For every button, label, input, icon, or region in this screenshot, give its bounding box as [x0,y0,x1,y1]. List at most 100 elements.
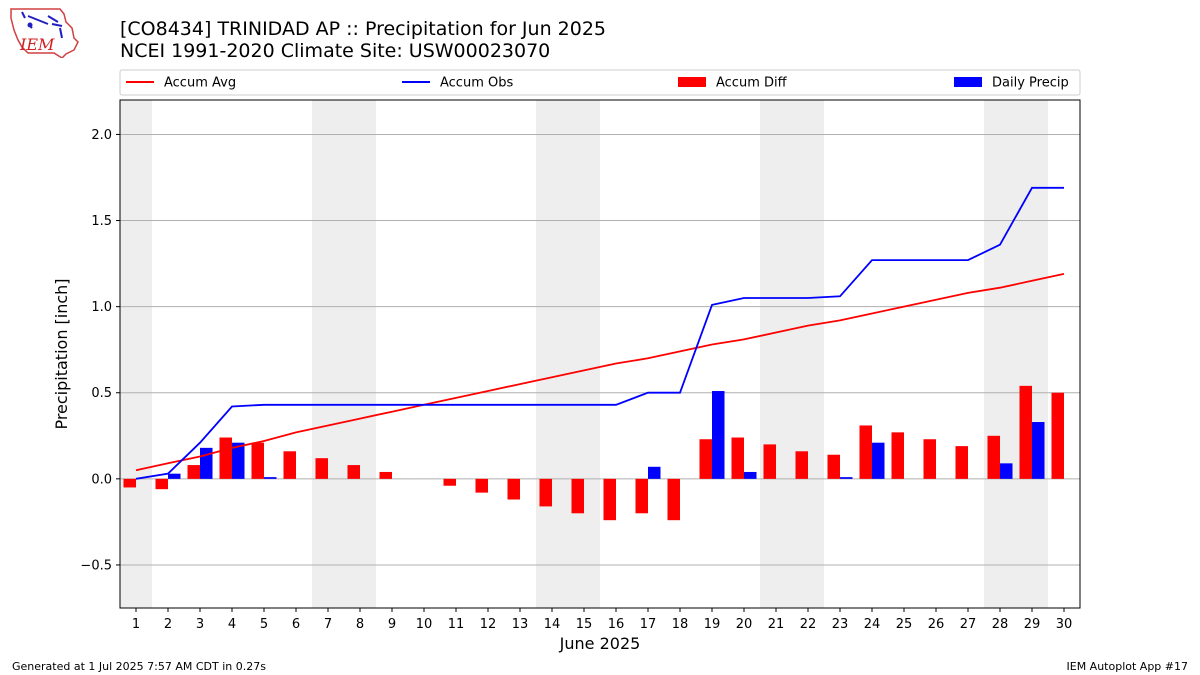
x-tick-label: 22 [800,617,817,632]
weekend-shade [984,100,1016,608]
accum-diff-bar [283,451,296,479]
x-tick-label: 25 [896,617,913,632]
y-tick-label: 0.0 [91,472,112,487]
weekend-shade [568,100,600,608]
weekend-shade [312,100,344,608]
x-tick-label: 15 [576,617,593,632]
daily-precip-bar [872,442,885,479]
x-tick-label: 26 [928,617,945,632]
x-tick-label: 21 [768,617,785,632]
legend-label: Accum Diff [716,76,788,91]
x-tick-label: 28 [992,617,1009,632]
legend-label: Accum Avg [164,76,236,91]
accum-diff-bar [507,478,520,500]
accum-diff-bar [1019,385,1032,479]
x-tick-label: 8 [356,617,364,632]
x-tick-label: 18 [672,617,689,632]
accum-diff-bar [315,458,328,479]
x-tick-label: 4 [228,617,236,632]
accum-obs-line [135,186,1064,480]
x-tick-label: 11 [448,617,465,632]
accum-diff-bar [603,478,616,521]
legend-swatch [954,77,982,87]
y-tick-label: 1.0 [91,300,112,315]
accum-avg-line [135,273,1065,472]
accum-diff-bar [795,451,808,479]
x-tick-label: 20 [736,617,753,632]
daily-precip-bar [744,471,757,479]
weekend-shade [120,100,152,608]
accum-diff-bar [571,478,584,514]
accum-diff-bar [187,465,200,479]
x-tick-label: 29 [1024,617,1041,632]
x-tick-label: 24 [864,617,881,632]
accum-diff-bar [539,478,552,507]
weekend-shade [760,100,792,608]
accum-diff-bar [123,478,136,488]
weekend-shade [536,100,568,608]
legend-box [119,69,1081,96]
accum-diff-bar [1051,392,1064,479]
x-tick-label: 27 [960,617,977,632]
x-tick-label: 3 [196,617,204,632]
daily-precip-bar [712,391,725,479]
x-tick-label: 12 [480,617,497,632]
x-tick-label: 19 [704,617,721,632]
accum-diff-bar [155,478,168,490]
legend-label: Daily Precip [992,76,1069,91]
x-tick-label: 23 [832,617,849,632]
y-tick-label: 2.0 [91,128,112,143]
accum-diff-bar [251,442,264,479]
legend-swatch [678,77,706,87]
daily-precip-bar [200,447,213,479]
y-tick-label: 0.5 [91,386,112,401]
daily-precip-bar [1032,422,1045,479]
iem-logo-icon: IEM [10,8,79,58]
chart-subtitle: NCEI 1991-2020 Climate Site: USW00023070 [120,40,551,62]
x-tick-label: 1 [132,617,140,632]
daily-precip-bar [264,477,277,479]
weekend-shade [1016,100,1048,608]
plot-frame [119,99,1081,609]
accum-diff-bar [891,432,904,479]
accum-diff-bar [347,465,360,479]
accum-diff-bar [219,437,232,479]
x-tick-label: 13 [512,617,529,632]
x-tick-label: 2 [164,617,172,632]
x-tick-label: 30 [1056,617,1073,632]
accum-diff-bar [443,478,456,486]
accum-diff-bar [635,478,648,514]
x-tick-label: 7 [324,617,332,632]
x-tick-label: 14 [544,617,561,632]
logo-text: IEM [19,35,55,54]
daily-precip-bar [168,473,181,479]
accum-diff-bar [763,444,776,479]
weekend-shade [344,100,376,608]
legend-label: Accum Obs [440,76,513,91]
x-tick-label: 10 [416,617,433,632]
accum-diff-bar [475,478,488,493]
y-tick-label: −0.5 [80,558,112,573]
x-tick-label: 17 [640,617,657,632]
chart-title: [CO8434] TRINIDAD AP :: Precipitation fo… [120,18,607,40]
daily-precip-bar [840,477,853,479]
accum-diff-bar [731,437,744,479]
x-tick-label: 5 [260,617,268,632]
x-tick-label: 16 [608,617,625,632]
daily-precip-bar [648,466,661,479]
accum-diff-bar [379,471,392,479]
accum-diff-bar [667,478,680,521]
weekend-shade [792,100,824,608]
daily-precip-bar [232,442,245,479]
footer-generated: Generated at 1 Jul 2025 7:57 AM CDT in 0… [12,660,266,673]
x-tick-label: 6 [292,617,300,632]
accum-diff-bar [699,439,712,479]
accum-diff-bar [827,454,840,479]
accum-diff-bar [859,425,872,479]
accum-diff-bar [955,446,968,479]
accum-diff-bar [987,435,1000,479]
x-tick-label: 9 [388,617,396,632]
daily-precip-bar [1000,463,1013,479]
footer-app: IEM Autoplot App #17 [1066,660,1189,673]
